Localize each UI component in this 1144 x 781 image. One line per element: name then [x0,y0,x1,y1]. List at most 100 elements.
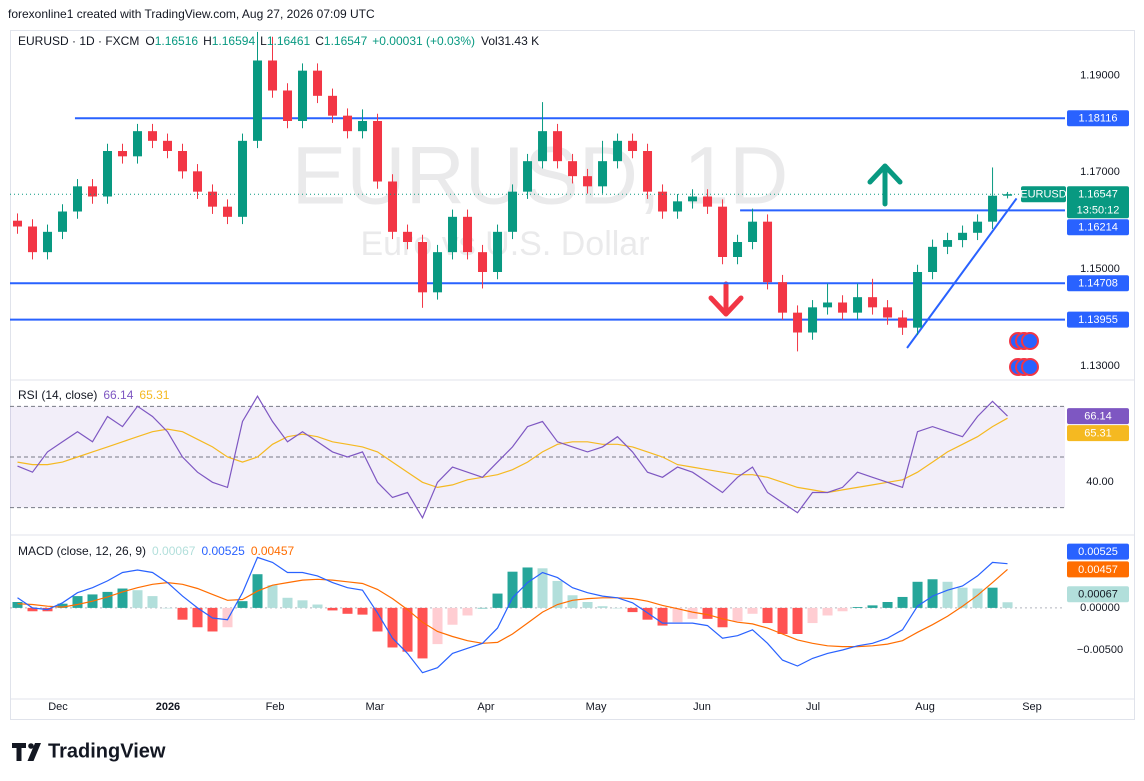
histogram-bar [312,604,323,608]
candle-body [148,131,158,141]
histogram-bar [447,607,458,625]
candle-body [853,297,863,313]
candle-body [868,297,878,308]
histogram-bar [27,607,38,612]
trend-line [906,197,1018,349]
candle-body [43,231,53,253]
histogram-bar [12,602,23,608]
candle-body [358,120,368,132]
x-tick-label: May [586,701,607,713]
candle-body [163,140,173,152]
histogram-bar [282,597,293,608]
candle-body [118,151,128,157]
candle-body [223,206,233,217]
candle-body [433,252,443,293]
legend-value: 1.16547 [324,34,368,48]
candle-body [328,95,338,116]
x-tick-label: Aug [915,701,935,713]
candle-body [598,161,608,187]
candle-body [748,221,758,242]
candle-body [823,302,833,308]
up-arrow [867,163,903,207]
candle-body [268,60,278,91]
histogram-bar [327,607,338,611]
legend-value: 66.14 [103,388,133,402]
price-badge-label: 1.14708 [1078,278,1118,290]
candle-body [763,221,773,283]
histogram-bar [1002,602,1013,608]
x-tick-label: Dec [48,701,68,713]
histogram-bar [642,607,653,620]
histogram-bar [837,607,848,612]
histogram-bar [192,607,203,628]
legend: MACD (close, 12, 26, 9) 0.00067 0.00525 0.0… [18,544,295,558]
candle-body [793,312,803,333]
price-badge-label: 65.31 [1084,428,1112,440]
histogram-bar [927,579,938,608]
histogram-bar [807,607,818,624]
candle-body [688,196,698,202]
price-badge [1067,311,1129,328]
histogram-bar [507,571,518,608]
candle-body [28,226,38,253]
candle-body [553,131,563,162]
histogram-bar [57,603,68,608]
price-badge-label: 13:50:12 [1077,205,1120,217]
legend-value: 0.00525 [201,544,245,558]
legend-value: 65.31 [139,388,169,402]
candle-body [193,171,203,192]
candle-body [958,232,968,241]
y-tick-label: 0.00000 [1080,602,1120,614]
histogram-bar [522,567,533,608]
legend: RSI (14, close) 66.14 65.31 [18,388,170,402]
candle-body [73,186,83,212]
x-tick-label: Apr [477,701,494,713]
candle-body [1003,194,1013,196]
histogram-bar [702,607,713,619]
attribution: forexonline1 created with TradingView.co… [8,7,375,21]
histogram-bar [267,585,278,608]
candle-body [568,161,578,177]
histogram-bar [867,605,878,608]
candle-body [778,282,788,313]
candle-body [478,252,488,273]
candle-body [463,216,473,253]
legend-value: 0.00457 [251,544,295,558]
frame [10,30,1135,720]
price-badge [1067,110,1129,127]
legend-prefix: C [315,34,324,48]
histogram-bar [882,602,893,608]
histogram-bar [492,593,503,608]
candle-body [643,151,653,192]
histogram-bar [822,607,833,616]
histogram-bar [102,591,113,608]
candle-body [583,176,593,187]
histogram-bar [357,607,368,615]
candle-body [448,216,458,253]
histogram-bar [612,607,623,609]
y-tick-label: 40.00 [1086,476,1114,488]
histogram-bar [237,601,248,608]
legend-value: 1.16461 [267,34,311,48]
x-tick-label: 2026 [156,701,180,713]
price-badge-label: 1.18116 [1079,113,1118,125]
candle-body [253,60,263,141]
price-badge-label: 1.16547 [1078,189,1118,201]
price-badge-label: 0.00067 [1078,589,1118,601]
candle-body [88,186,98,197]
histogram-bar [417,607,428,659]
macd-line [17,556,1008,674]
candle-body [733,241,743,257]
histogram-bar [177,607,188,620]
price-badge-label: 1.13955 [1078,314,1118,326]
price-badge [1067,408,1129,425]
histogram-bar [462,607,473,616]
histogram-bar [957,587,968,608]
candle-body [343,115,353,132]
candle-body [178,151,188,172]
candle-body [913,272,923,328]
price-badge [1067,219,1129,236]
candle-body [898,317,908,328]
histogram-bar [162,607,173,609]
histogram-bar [762,607,773,624]
